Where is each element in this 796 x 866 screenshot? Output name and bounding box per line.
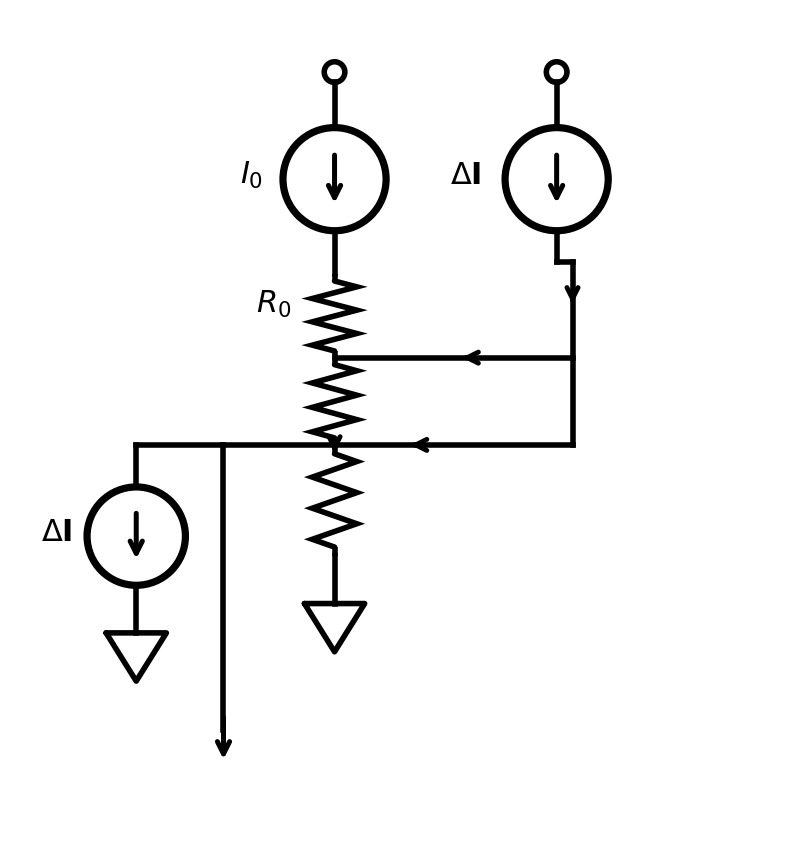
Text: $\Delta\mathbf{I}$: $\Delta\mathbf{I}$ [450,159,482,191]
Text: $\Delta\mathbf{I}$: $\Delta\mathbf{I}$ [41,517,72,547]
Text: $R_0$: $R_0$ [256,288,291,320]
Text: $I_0$: $I_0$ [240,159,263,191]
